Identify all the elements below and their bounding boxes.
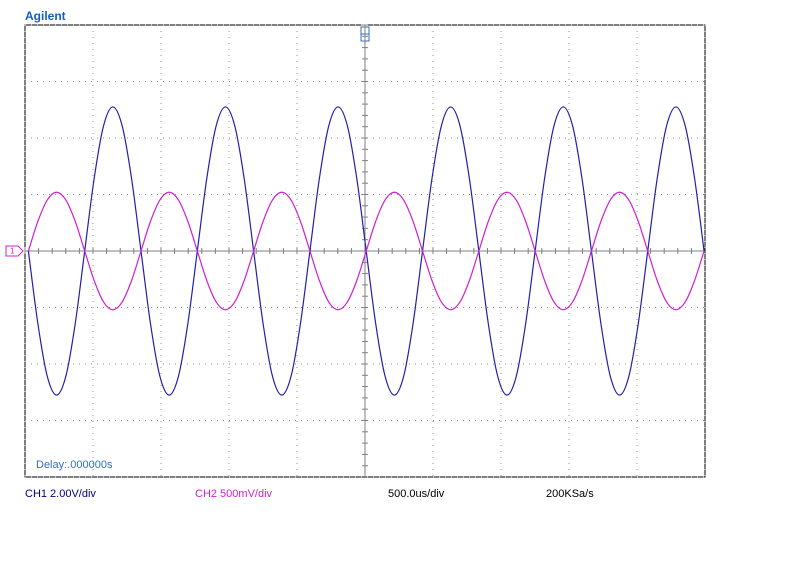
- channel-marker: 1: [5, 245, 24, 257]
- channel-marker-label: 1: [10, 247, 15, 256]
- timebase-label: 500.0us/div: [388, 488, 445, 500]
- waveform: [27, 191, 705, 311]
- ch2-scale-label: CH2 500mV/div: [195, 488, 273, 500]
- delay-label: Delay:.000000s: [36, 459, 113, 471]
- sample-rate-label: 200KSa/s: [546, 488, 594, 500]
- brand: Agilent: [25, 9, 66, 23]
- ch1-scale-label: CH1 2.00V/div: [25, 488, 96, 500]
- center-ticks: [24, 24, 692, 467]
